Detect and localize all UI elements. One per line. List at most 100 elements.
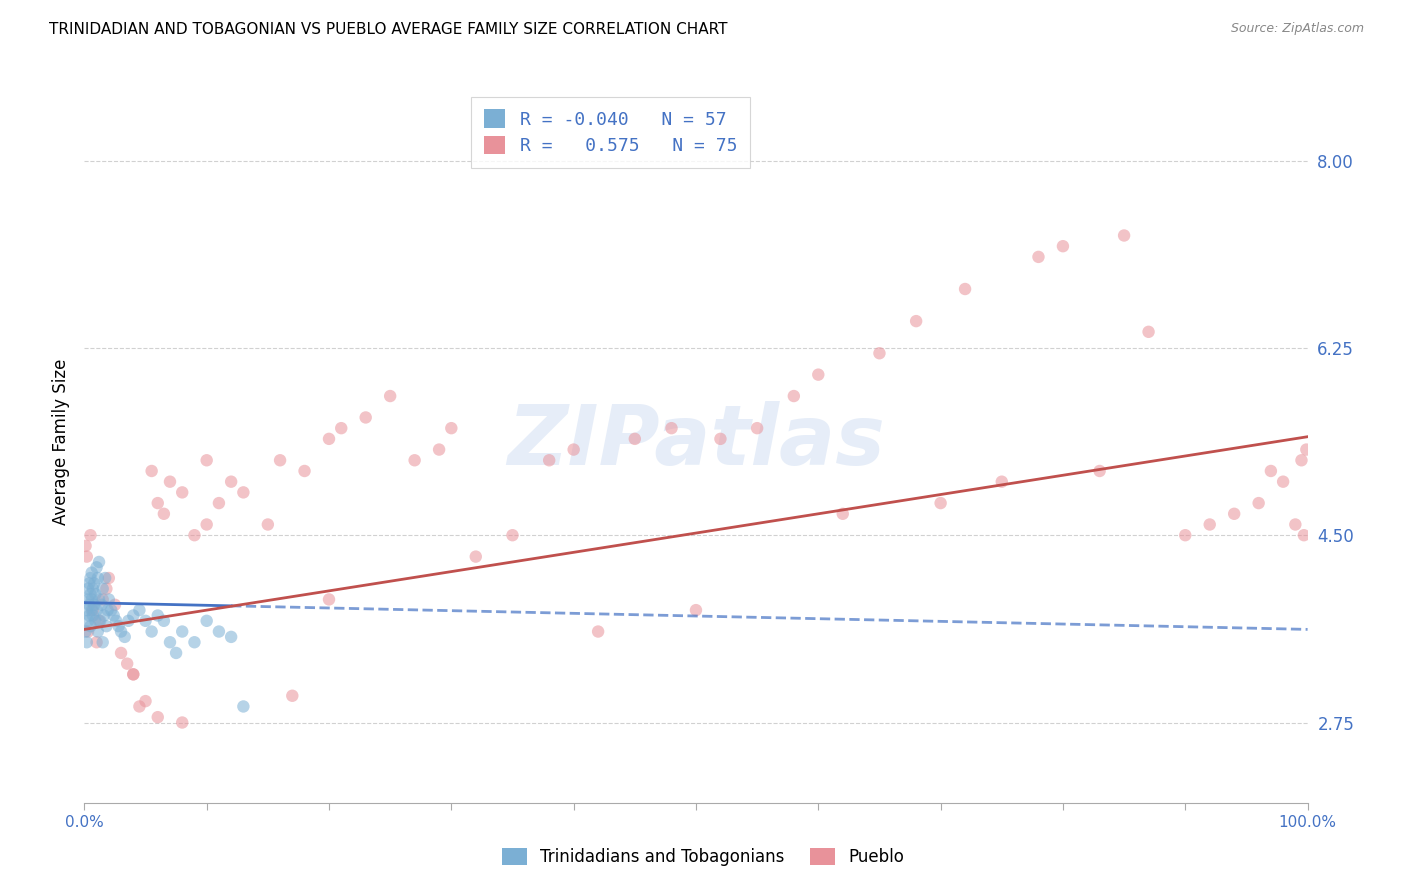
Point (82, 608, 104, 623)
Point (84, 587, 107, 601)
Point (1114, 228, 1136, 243)
Point (281, 689, 304, 703)
Point (103, 608, 125, 623)
Point (195, 517, 218, 532)
Point (172, 715, 194, 730)
Point (114, 630, 136, 644)
Point (427, 442, 450, 457)
Point (83, 576, 105, 591)
Point (86, 635, 108, 649)
Point (94, 571, 117, 585)
Point (153, 614, 176, 628)
Point (195, 614, 218, 628)
Point (97, 603, 120, 617)
Point (86, 560, 108, 574)
Point (87, 592, 110, 607)
Point (172, 624, 194, 639)
Point (117, 614, 139, 628)
Point (107, 619, 129, 633)
Point (91, 592, 114, 607)
Point (709, 432, 731, 446)
Point (77, 608, 100, 623)
Point (87, 571, 110, 585)
Point (807, 368, 830, 382)
Point (128, 603, 150, 617)
Point (929, 496, 952, 510)
Point (122, 667, 145, 681)
Point (783, 389, 806, 403)
Point (165, 646, 187, 660)
Point (1292, 528, 1315, 542)
Point (905, 314, 928, 328)
Point (183, 635, 205, 649)
Point (380, 389, 402, 403)
Point (146, 710, 169, 724)
Point (80, 592, 103, 607)
Point (502, 528, 524, 542)
Point (1137, 325, 1160, 339)
Point (159, 635, 181, 649)
Point (1284, 517, 1306, 532)
Point (747, 421, 769, 435)
Point (91, 582, 114, 596)
Point (80, 566, 103, 580)
Point (75, 539, 97, 553)
Point (183, 528, 205, 542)
Point (79, 619, 101, 633)
Point (97, 571, 120, 585)
Point (1028, 250, 1050, 264)
Point (79, 528, 101, 542)
Point (77, 624, 100, 639)
Point (1088, 464, 1111, 478)
Point (77, 614, 100, 628)
Point (330, 421, 353, 435)
Point (76, 603, 98, 617)
Point (82, 582, 104, 596)
Point (76, 635, 98, 649)
Point (464, 549, 486, 564)
Point (82, 603, 104, 617)
Point (991, 475, 1014, 489)
Text: Source: ZipAtlas.com: Source: ZipAtlas.com (1230, 22, 1364, 36)
Point (1247, 496, 1270, 510)
Point (77, 592, 100, 607)
Point (1295, 442, 1317, 457)
Point (208, 624, 231, 639)
Point (96, 619, 118, 633)
Point (219, 630, 242, 644)
Point (232, 699, 254, 714)
Text: ZIPatlas: ZIPatlas (508, 401, 884, 482)
Point (208, 496, 231, 510)
Point (318, 592, 340, 607)
Point (110, 646, 132, 660)
Point (538, 453, 561, 467)
Point (75, 624, 97, 639)
Point (77, 598, 100, 612)
Point (562, 442, 585, 457)
Point (104, 598, 127, 612)
Point (110, 624, 132, 639)
Text: TRINIDADIAN AND TOBAGONIAN VS PUEBLO AVERAGE FAMILY SIZE CORRELATION CHART: TRINIDADIAN AND TOBAGONIAN VS PUEBLO AVE… (49, 22, 728, 37)
Point (1260, 464, 1282, 478)
Point (153, 507, 176, 521)
Point (195, 453, 218, 467)
Point (831, 507, 853, 521)
Point (257, 517, 280, 532)
Point (122, 608, 145, 623)
Point (97, 592, 120, 607)
Point (135, 614, 157, 628)
Point (685, 603, 707, 617)
Point (76, 549, 98, 564)
Point (93, 608, 115, 623)
Point (172, 485, 194, 500)
Point (87, 614, 110, 628)
Point (269, 453, 291, 467)
Point (232, 485, 254, 500)
Point (87, 624, 110, 639)
Point (83, 598, 105, 612)
Point (141, 624, 163, 639)
Point (146, 496, 169, 510)
Point (586, 624, 609, 639)
Y-axis label: Average Family Size: Average Family Size (52, 359, 70, 524)
Point (294, 464, 316, 478)
